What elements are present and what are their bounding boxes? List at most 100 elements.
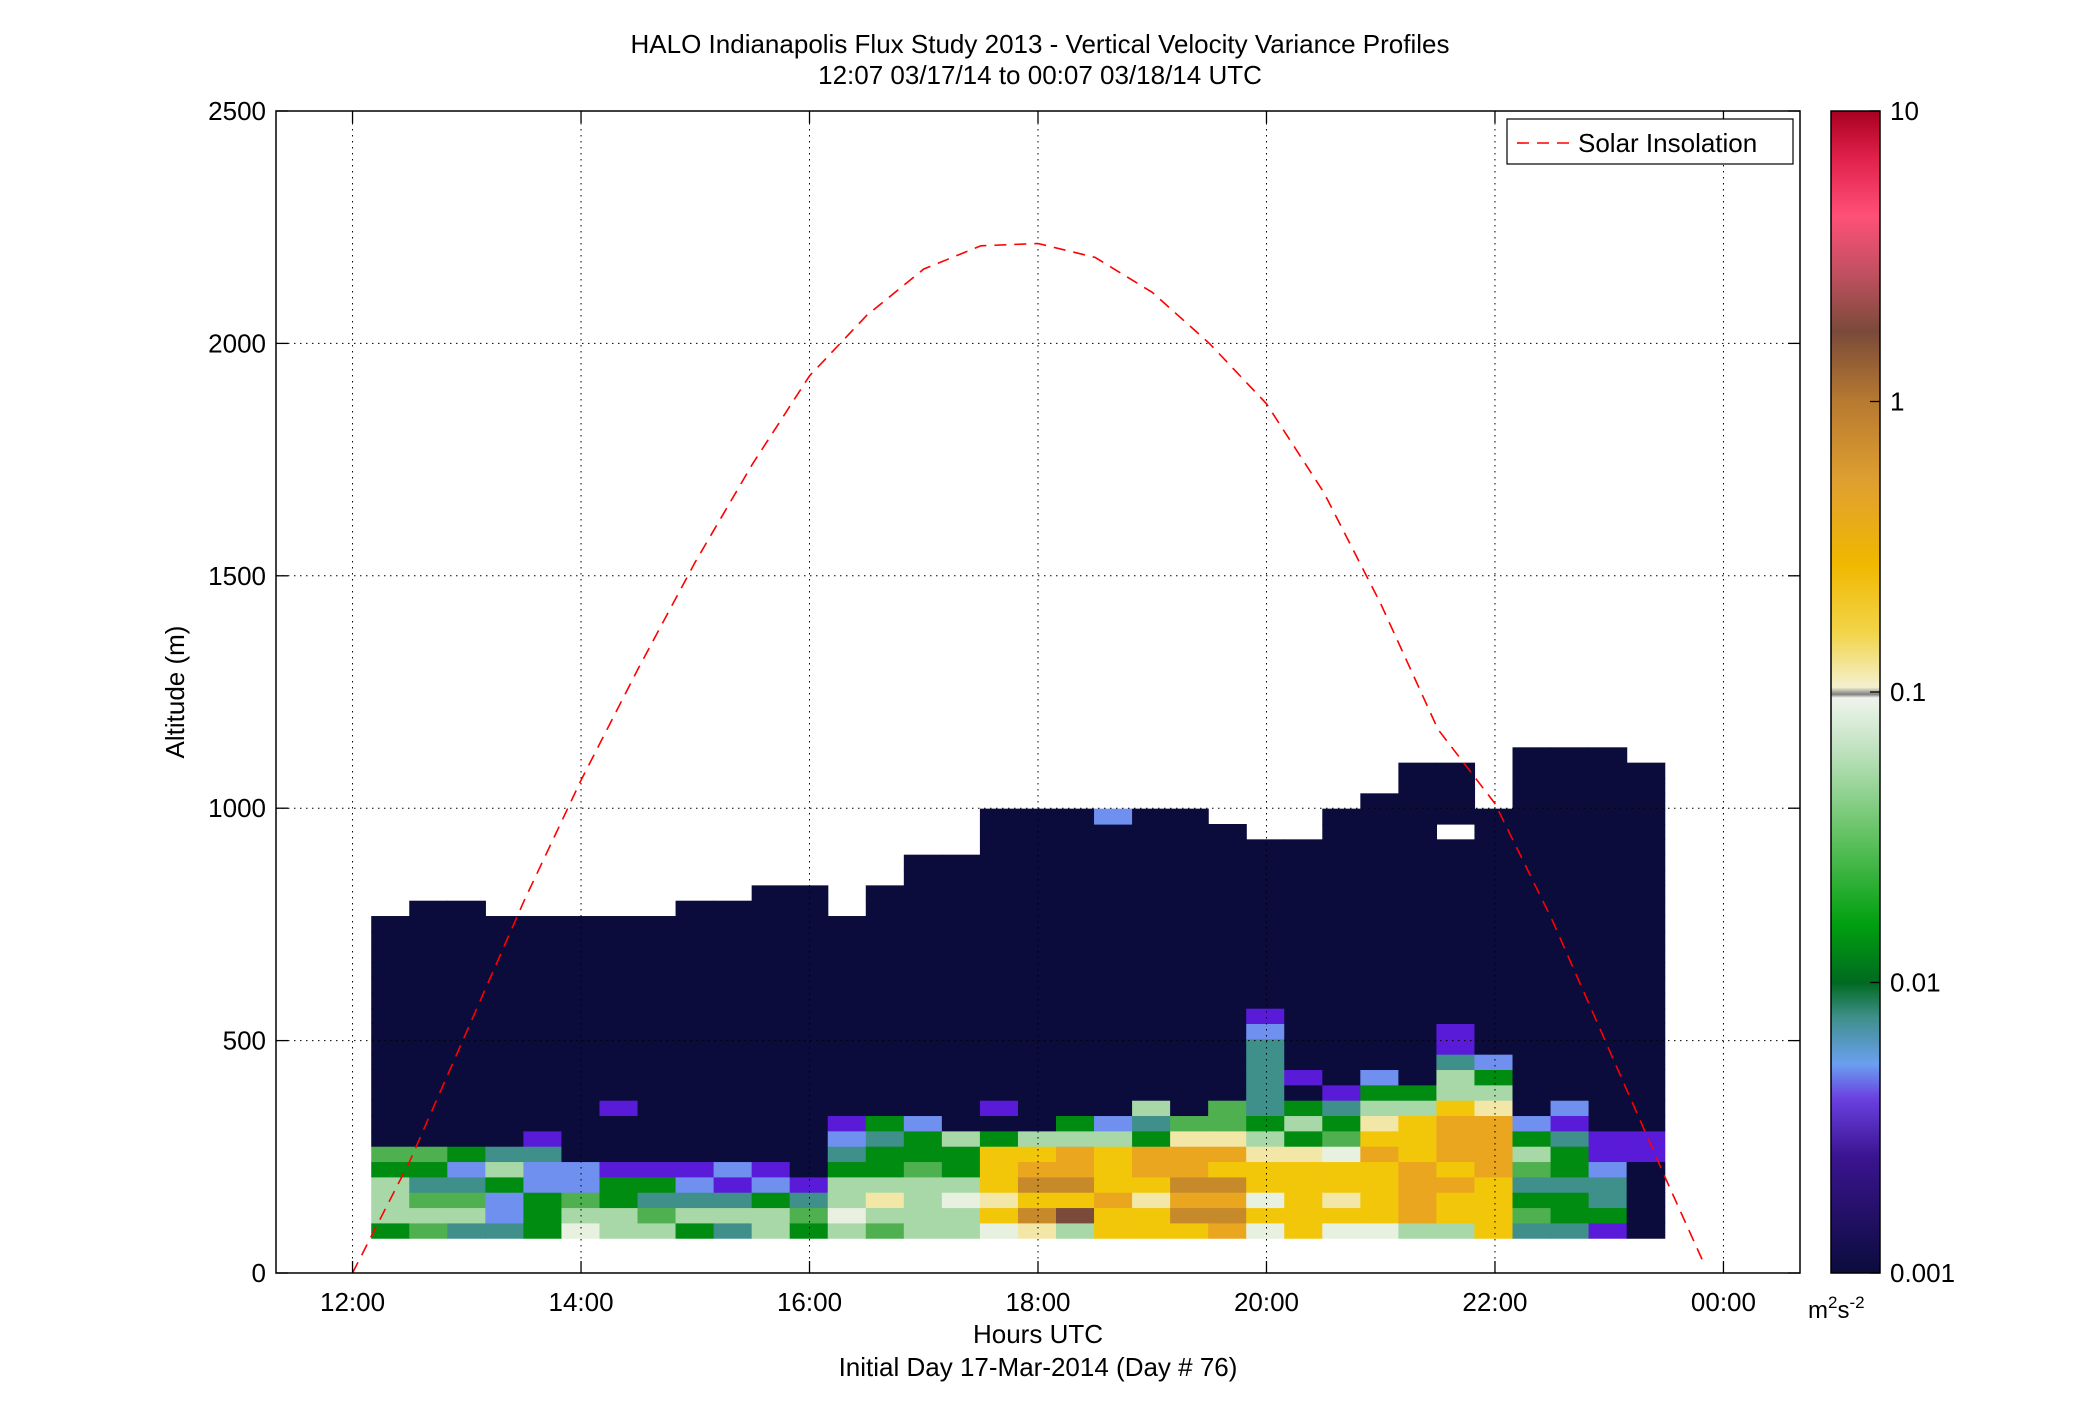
heatmap-cell xyxy=(1132,1008,1171,1024)
heatmap-cell xyxy=(1094,1038,1133,1055)
heatmap-cell xyxy=(1626,762,1666,779)
heatmap-cell xyxy=(1550,870,1590,886)
heatmap-cell xyxy=(1398,900,1438,917)
heatmap-cell xyxy=(1588,1038,1628,1055)
heatmap-cell xyxy=(371,992,410,1009)
heatmap-cell xyxy=(1550,962,1590,978)
heatmap-cell xyxy=(1436,777,1476,794)
heatmap-cell xyxy=(941,977,981,994)
heatmap-cell xyxy=(1550,1008,1590,1024)
heatmap-cell xyxy=(941,1161,981,1178)
heatmap-cell xyxy=(1017,946,1057,963)
y-axis-label: Altitude (m) xyxy=(160,626,190,759)
heatmap-cell xyxy=(599,1008,639,1024)
colorbar-tick-label: 0.01 xyxy=(1890,968,1941,998)
heatmap-cell xyxy=(751,962,791,978)
heatmap-cell xyxy=(1246,854,1285,871)
heatmap-cell xyxy=(865,931,905,948)
heatmap-cell xyxy=(1208,885,1247,902)
heatmap-cell xyxy=(1284,839,1323,856)
heatmap-cell xyxy=(1588,762,1628,779)
heatmap-cell xyxy=(789,992,829,1009)
heatmap-cell xyxy=(1322,962,1361,978)
heatmap-cell xyxy=(979,1084,1019,1101)
heatmap-cell xyxy=(979,1161,1019,1178)
heatmap-cell xyxy=(1360,977,1399,994)
heatmap-cell xyxy=(1055,854,1095,871)
heatmap-cell xyxy=(751,1207,791,1224)
heatmap-cell xyxy=(1398,808,1438,825)
heatmap-cell xyxy=(827,1192,867,1209)
heatmap-cell xyxy=(1360,854,1399,871)
y-tick-label: 2000 xyxy=(208,328,266,358)
heatmap-cell xyxy=(1017,824,1057,840)
heatmap-cell xyxy=(979,1222,1019,1239)
heatmap-cell xyxy=(447,1161,486,1178)
heatmap-cell xyxy=(1398,1146,1438,1163)
heatmap-cell xyxy=(1170,1161,1209,1178)
heatmap-cell xyxy=(941,1115,981,1132)
heatmap-cell xyxy=(1284,900,1323,917)
heatmap-cell xyxy=(1436,1146,1476,1163)
heatmap-cell xyxy=(1474,1023,1514,1040)
heatmap-cell xyxy=(865,885,905,902)
heatmap-cell xyxy=(409,1008,448,1024)
heatmap-cell xyxy=(1626,854,1666,871)
heatmap-cell xyxy=(1094,1084,1133,1101)
heatmap-cell xyxy=(1626,1054,1666,1071)
heatmap-cell xyxy=(1512,1054,1552,1071)
heatmap-cell xyxy=(1246,946,1285,963)
heatmap-cell xyxy=(1398,1222,1438,1239)
heatmap-cell xyxy=(1017,962,1057,978)
heatmap-cell xyxy=(1436,946,1476,963)
heatmap-cell xyxy=(1512,824,1552,840)
x-axis-secondary-label: Initial Day 17-Mar-2014 (Day # 76) xyxy=(839,1352,1238,1382)
heatmap-cell xyxy=(1017,1038,1057,1055)
heatmap-cell xyxy=(1512,992,1552,1009)
heatmap-cell xyxy=(751,977,791,994)
heatmap-cell xyxy=(447,1115,486,1132)
heatmap-cell xyxy=(827,1084,867,1101)
heatmap-cell xyxy=(1094,839,1133,856)
heatmap-cell xyxy=(1360,962,1399,978)
heatmap-cell xyxy=(941,1069,981,1086)
heatmap-cell xyxy=(1322,931,1361,948)
heatmap-cell xyxy=(1017,1100,1057,1117)
heatmap-cell xyxy=(1094,808,1133,825)
heatmap-cell xyxy=(865,1192,905,1209)
heatmap-cell xyxy=(1360,1115,1399,1132)
heatmap-cell xyxy=(675,1146,715,1163)
heatmap-cell xyxy=(1550,793,1590,810)
heatmap-cell xyxy=(941,1146,981,1163)
heatmap-cell xyxy=(1398,1115,1438,1132)
heatmap-cell xyxy=(1588,808,1628,825)
heatmap-cell xyxy=(865,1100,905,1117)
heatmap-cell xyxy=(903,1054,943,1071)
heatmap-cell xyxy=(637,1100,677,1117)
heatmap-cell xyxy=(599,1192,639,1209)
heatmap-cell xyxy=(1398,1100,1438,1117)
heatmap-cell xyxy=(1626,1084,1666,1101)
heatmap-cell xyxy=(485,1115,524,1132)
heatmap-cell xyxy=(1246,931,1285,948)
heatmap-cell xyxy=(1398,992,1438,1009)
heatmap-cell xyxy=(1246,977,1285,994)
heatmap-cell xyxy=(1246,992,1285,1009)
heatmap-cell xyxy=(979,854,1019,871)
heatmap-cell xyxy=(751,1069,791,1086)
heatmap-cell xyxy=(1284,1222,1323,1239)
heatmap-cell xyxy=(1094,1023,1133,1040)
heatmap-cell xyxy=(561,1161,601,1178)
heatmap-cell xyxy=(1322,1207,1361,1224)
heatmap-cell xyxy=(1474,1207,1514,1224)
heatmap-cell xyxy=(1246,1130,1285,1147)
heatmap-cell xyxy=(409,1023,448,1040)
heatmap-cell xyxy=(1626,1192,1666,1209)
heatmap-cell xyxy=(1055,1130,1095,1147)
heatmap-cell xyxy=(371,1054,410,1071)
heatmap-cell xyxy=(827,1023,867,1040)
heatmap-cell xyxy=(485,992,524,1009)
heatmap-cell xyxy=(827,1054,867,1071)
heatmap-cell xyxy=(903,916,943,932)
heatmap-cell xyxy=(485,1207,524,1224)
